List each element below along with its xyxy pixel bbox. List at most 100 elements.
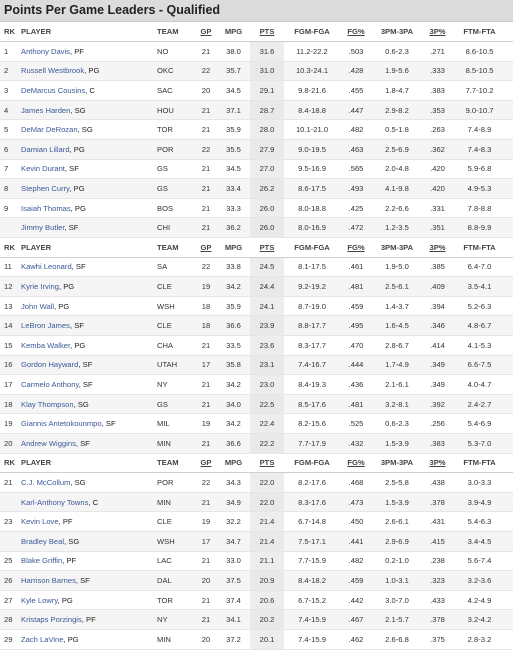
team-cell[interactable]: SAC (157, 80, 195, 101)
mpg-cell: 35.9 (217, 296, 250, 317)
table-row: 8 Stephen Curry, PG GS 21 33.4 26.2 8.6-17.5.4… (0, 178, 513, 199)
player-cell: Anthony Davis, PF (21, 41, 157, 62)
team-cell[interactable]: MIN (157, 492, 195, 513)
column-header-fg-pct[interactable]: FG% (340, 453, 372, 474)
player-name-link[interactable]: Andrew Wiggins (21, 438, 76, 448)
team-cell[interactable]: LAC (157, 551, 195, 572)
column-header-gp[interactable]: GP (195, 22, 217, 43)
team-cell[interactable]: HOU (157, 100, 195, 121)
player-cell: DeMarcus Cousins, C (21, 80, 157, 101)
player-name-link[interactable]: Kevin Durant (21, 164, 65, 174)
player-name-link[interactable]: DeMar DeRozan (21, 125, 78, 135)
ft-pct-cell: .833 (506, 119, 513, 141)
fg-pct-cell: .462 (340, 629, 372, 650)
team-cell[interactable]: POR (157, 139, 195, 160)
team-cell[interactable]: TOR (157, 590, 195, 611)
column-header-ft-pct[interactable]: FT% (506, 237, 513, 258)
player-name-link[interactable]: Anthony Davis (21, 46, 70, 56)
player-name-link[interactable]: Kristaps Porzingis (21, 615, 82, 625)
rank-cell: 2 (0, 61, 21, 82)
player-name-link[interactable]: Kyrie Irving (21, 282, 59, 292)
column-header-rk: RK (0, 22, 21, 43)
team-cell[interactable]: NY (157, 609, 195, 630)
pts-cell: 23.9 (250, 315, 284, 336)
player-position-separator: , (69, 184, 74, 194)
player-name-link[interactable]: Russell Westbrook (21, 66, 85, 76)
team-cell[interactable]: MIN (157, 629, 195, 650)
player-cell: Gordon Hayward, SF (21, 355, 157, 376)
player-name-link[interactable]: Jimmy Butler (21, 223, 65, 233)
team-cell[interactable]: UTAH (157, 355, 195, 376)
player-name-link[interactable]: C.J. McCollum (21, 477, 71, 487)
player-position-separator: , (70, 477, 75, 487)
team-cell[interactable]: TOR (157, 119, 195, 141)
player-name-link[interactable]: Zach LaVine (21, 634, 64, 644)
player-name-link[interactable]: Kyle Lowry (21, 595, 58, 605)
team-cell[interactable]: SA (157, 257, 195, 278)
player-name-link[interactable]: LeBron James (21, 321, 70, 331)
team-cell[interactable]: WSH (157, 531, 195, 552)
team-cell[interactable]: GS (157, 394, 195, 415)
team-cell[interactable]: CHI (157, 217, 195, 239)
ftm-fta-cell: 4.0-4.7 (453, 374, 506, 395)
player-name-link[interactable]: Kevin Love (21, 517, 59, 527)
column-header-fg-pct[interactable]: FG% (340, 22, 372, 43)
player-name-link[interactable]: Giannis Antetokounmpo (21, 419, 102, 429)
table-row: 5 DeMar DeRozan, SG TOR 21 35.9 28.0 10.1-21.0… (0, 119, 513, 141)
column-header-pts[interactable]: PTS (250, 22, 284, 43)
rank-cell: 3 (0, 80, 21, 101)
player-name-link[interactable]: Damian Lillard (21, 144, 70, 154)
ftm-fta-cell: 6.4-7.0 (453, 257, 506, 278)
ftm-fta-cell: 3.9-4.9 (453, 492, 506, 513)
player-cell: C.J. McCollum, SG (21, 472, 157, 493)
column-header-3p-pct[interactable]: 3P% (422, 237, 453, 258)
team-cell[interactable]: MIN (157, 433, 195, 454)
team-cell[interactable]: BOS (157, 198, 195, 219)
player-name-link[interactable]: Kawhi Leonard (21, 262, 72, 272)
team-cell[interactable]: OKC (157, 61, 195, 82)
ftm-fta-cell: 4.2-4.9 (453, 590, 506, 611)
column-header-gp[interactable]: GP (195, 453, 217, 474)
player-cell: LeBron James, SF (21, 315, 157, 336)
column-header-pts[interactable]: PTS (250, 453, 284, 474)
team-cell[interactable]: POR (157, 472, 195, 493)
team-cell[interactable]: CLE (157, 315, 195, 336)
column-header-pts[interactable]: PTS (250, 237, 284, 258)
player-name-link[interactable]: Carmelo Anthony (21, 379, 79, 389)
player-name-link[interactable]: Harrison Barnes (21, 575, 76, 585)
player-name-link[interactable]: DeMarcus Cousins (21, 86, 86, 96)
column-header-3p-pct[interactable]: 3P% (422, 22, 453, 43)
team-cell[interactable]: CLE (157, 276, 195, 297)
column-header-player: PLAYER (21, 453, 157, 474)
fg-pct-cell: .493 (340, 178, 372, 199)
fg-pct-cell: .444 (340, 355, 372, 376)
player-name-link[interactable]: Klay Thompson (21, 399, 74, 409)
column-header-ft-pct[interactable]: FT% (506, 22, 513, 43)
player-name-link[interactable]: John Wall (21, 301, 55, 311)
player-name-link[interactable]: Blake Griffin (21, 556, 63, 566)
player-name-link[interactable]: Bradley Beal (21, 536, 65, 546)
team-cell[interactable]: CLE (157, 511, 195, 532)
player-name-link[interactable]: James Harden (21, 105, 71, 115)
column-header-gp[interactable]: GP (195, 237, 217, 258)
team-cell[interactable]: DAL (157, 570, 195, 591)
player-name-link[interactable]: Karl-Anthony Towns (21, 497, 89, 507)
column-header-fg-pct[interactable]: FG% (340, 237, 372, 258)
column-header-ft-pct[interactable]: FT% (506, 453, 513, 474)
team-cell[interactable]: GS (157, 159, 195, 180)
player-name-link[interactable]: Kemba Walker (21, 340, 71, 350)
team-cell[interactable]: CHA (157, 335, 195, 356)
team-cell[interactable]: NO (157, 41, 195, 62)
team-cell[interactable]: NY (157, 374, 195, 395)
team-cell[interactable]: WSH (157, 296, 195, 317)
player-name-link[interactable]: Stephen Curry (21, 184, 70, 194)
player-name-link[interactable]: Gordon Hayward (21, 360, 79, 370)
ftm-fta-cell: 9.0-10.7 (453, 100, 506, 121)
ft-pct-cell: .858 (506, 511, 513, 532)
ftm-fta-cell: 5.9-6.8 (453, 159, 506, 180)
column-header-3p-pct[interactable]: 3P% (422, 453, 453, 474)
team-cell[interactable]: MIL (157, 413, 195, 434)
player-name-link[interactable]: Isaiah Thomas (21, 203, 71, 213)
team-cell[interactable]: GS (157, 178, 195, 199)
player-cell: Kristaps Porzingis, PF (21, 609, 157, 630)
